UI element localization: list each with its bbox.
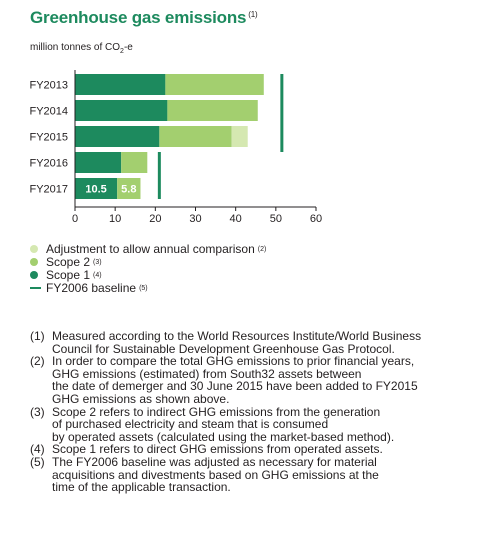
footnote-line: Scope 1 refers to direct GHG emissions f… bbox=[52, 442, 383, 457]
footnote-line: The FY2006 baseline was adjusted as nece… bbox=[52, 454, 377, 469]
chart-legend: Adjustment to allow annual comparison (2)… bbox=[30, 241, 267, 295]
chart-title-note: (1) bbox=[248, 10, 258, 19]
x-tick-label-20: 20 bbox=[149, 213, 161, 225]
footnote-number: (1) bbox=[30, 329, 45, 343]
footnote-line: GHG emissions (estimated) from South32 a… bbox=[52, 366, 362, 381]
legend-item-adjustment: Adjustment to allow annual comparison (2) bbox=[30, 241, 267, 256]
bar-scope2-fy2014 bbox=[167, 100, 258, 121]
footnote-line: Measured according to the World Resource… bbox=[52, 329, 422, 343]
x-tick-label-60: 60 bbox=[310, 213, 322, 225]
unit-label-prefix: million tonnes of CO bbox=[30, 42, 121, 53]
legend-label-adjustment: Adjustment to allow annual comparison bbox=[46, 241, 255, 256]
bar-scope1-fy2017 bbox=[75, 178, 118, 199]
legend-swatch-baseline bbox=[30, 286, 41, 289]
bar-adjustment-fy2015 bbox=[231, 126, 248, 147]
data-label-scope1-fy2017: 10.5 bbox=[85, 184, 106, 196]
footnote-text: Scope 1 refers to direct GHG emissions f… bbox=[52, 443, 470, 456]
category-label-fy2016: FY2016 bbox=[29, 158, 68, 170]
footnote-1: (1) Measured according to the World Resou… bbox=[30, 330, 470, 355]
footnote-number: (4) bbox=[30, 442, 45, 457]
legend-note-scope1: (4) bbox=[93, 272, 102, 279]
x-tick-label-0: 0 bbox=[72, 213, 78, 225]
footnote-number: (5) bbox=[30, 454, 45, 469]
data-label-scope2-fy2017: 5.8 bbox=[121, 184, 136, 196]
footnote-line: GHG emissions as shown above. bbox=[52, 391, 230, 406]
emissions-bar-chart: FY2013 FY2014 FY2015 FY2016 FY2017 10.5 5.8 0 10… bbox=[29, 70, 322, 225]
footnote-line: of purchased electricity and steam that … bbox=[52, 417, 329, 432]
footnote-line: In order to compare the total GHG emissi… bbox=[52, 354, 415, 369]
footnote-line: Council for Sustainable Development Gree… bbox=[52, 341, 395, 356]
legend-label-baseline: FY2006 baseline bbox=[46, 280, 137, 295]
category-label-fy2013: FY2013 bbox=[29, 80, 68, 92]
chart-title-text: Greenhouse gas emissions bbox=[30, 8, 247, 27]
x-tick-label-50: 50 bbox=[270, 213, 282, 225]
footnote-line: time of the applicable transaction. bbox=[52, 480, 231, 495]
footnote-2: (2) In order to compare the total GHG emi… bbox=[30, 355, 470, 405]
legend-note-baseline: (5) bbox=[139, 285, 148, 292]
bar-scope1-fy2016 bbox=[75, 152, 122, 173]
baseline-marker-fy2013 bbox=[280, 74, 284, 100]
footnote-number: (2) bbox=[30, 354, 45, 369]
bar-scope2-fy2015 bbox=[159, 126, 232, 147]
legend-label-scope1: Scope 1 bbox=[46, 267, 91, 282]
category-label-fy2014: FY2014 bbox=[29, 106, 68, 118]
legend-label-scope2: Scope 2 bbox=[46, 254, 91, 269]
footnote-4: (4) Scope 1 refers to direct GHG emission… bbox=[30, 443, 470, 456]
bar-scope1-fy2013 bbox=[75, 74, 166, 95]
footnote-number: (3) bbox=[30, 404, 45, 419]
bar-scope2-fy2013 bbox=[165, 74, 264, 95]
footnote-3: (3) Scope 2 refers to indirect GHG emissi… bbox=[30, 404, 470, 444]
baseline-marker-fy2014 bbox=[280, 100, 284, 126]
unit-label-suffix: -e bbox=[123, 42, 133, 53]
footnote-line: acquisitions and divestments based on GH… bbox=[52, 467, 379, 482]
footnote-text: In order to compare the total GHG emissi… bbox=[52, 355, 470, 405]
bar-scope2-fy2017 bbox=[117, 178, 141, 199]
chart-title: Greenhouse gas emissions (1) bbox=[30, 8, 258, 28]
unit-label: million tonnes of CO2-e bbox=[30, 42, 133, 55]
legend-swatch-scope1 bbox=[30, 270, 38, 279]
category-label-fy2017: FY2017 bbox=[29, 184, 68, 196]
bar-scope1-fy2015 bbox=[75, 126, 160, 147]
legend-item-baseline: FY2006 baseline (5) bbox=[30, 280, 266, 295]
legend-swatch-scope2 bbox=[30, 257, 38, 266]
footnote-line: by operated assets (calculated using the… bbox=[52, 429, 395, 444]
legend-swatch-adjustment bbox=[30, 244, 38, 253]
footnote-line: Scope 2 refers to indirect GHG emissions… bbox=[52, 404, 381, 419]
bar-scope2-fy2016 bbox=[121, 152, 148, 173]
footnote-text: The FY2006 baseline was adjusted as nece… bbox=[52, 456, 470, 494]
category-label-fy2015: FY2015 bbox=[29, 132, 68, 144]
baseline-marker-fy2016 bbox=[157, 152, 161, 178]
baseline-marker-fy2015 bbox=[280, 126, 284, 152]
x-tick-label-40: 40 bbox=[230, 213, 242, 225]
footnote-text: Scope 2 refers to indirect GHG emissions… bbox=[52, 404, 470, 444]
bar-scope1-fy2014 bbox=[75, 100, 168, 121]
footnotes: (1) Measured according to the World Resou… bbox=[30, 330, 470, 494]
legend-note-adjustment: (2) bbox=[257, 246, 267, 253]
footnote-text: Measured according to the World Resource… bbox=[52, 330, 470, 355]
legend-note-scope2: (3) bbox=[93, 259, 102, 266]
legend-item-scope1: Scope 1 (4) bbox=[30, 267, 266, 282]
baseline-marker-fy2017 bbox=[157, 178, 161, 199]
x-tick-label-30: 30 bbox=[189, 213, 201, 225]
x-tick-label-10: 10 bbox=[109, 213, 121, 225]
legend-item-scope2: Scope 2 (3) bbox=[30, 254, 266, 269]
unit-label-sub: 2 bbox=[120, 48, 124, 55]
footnote-line: the date of demerger and 30 June 2015 ha… bbox=[52, 379, 418, 394]
footnote-5: (5) The FY2006 baseline was adjusted as n… bbox=[30, 456, 470, 494]
